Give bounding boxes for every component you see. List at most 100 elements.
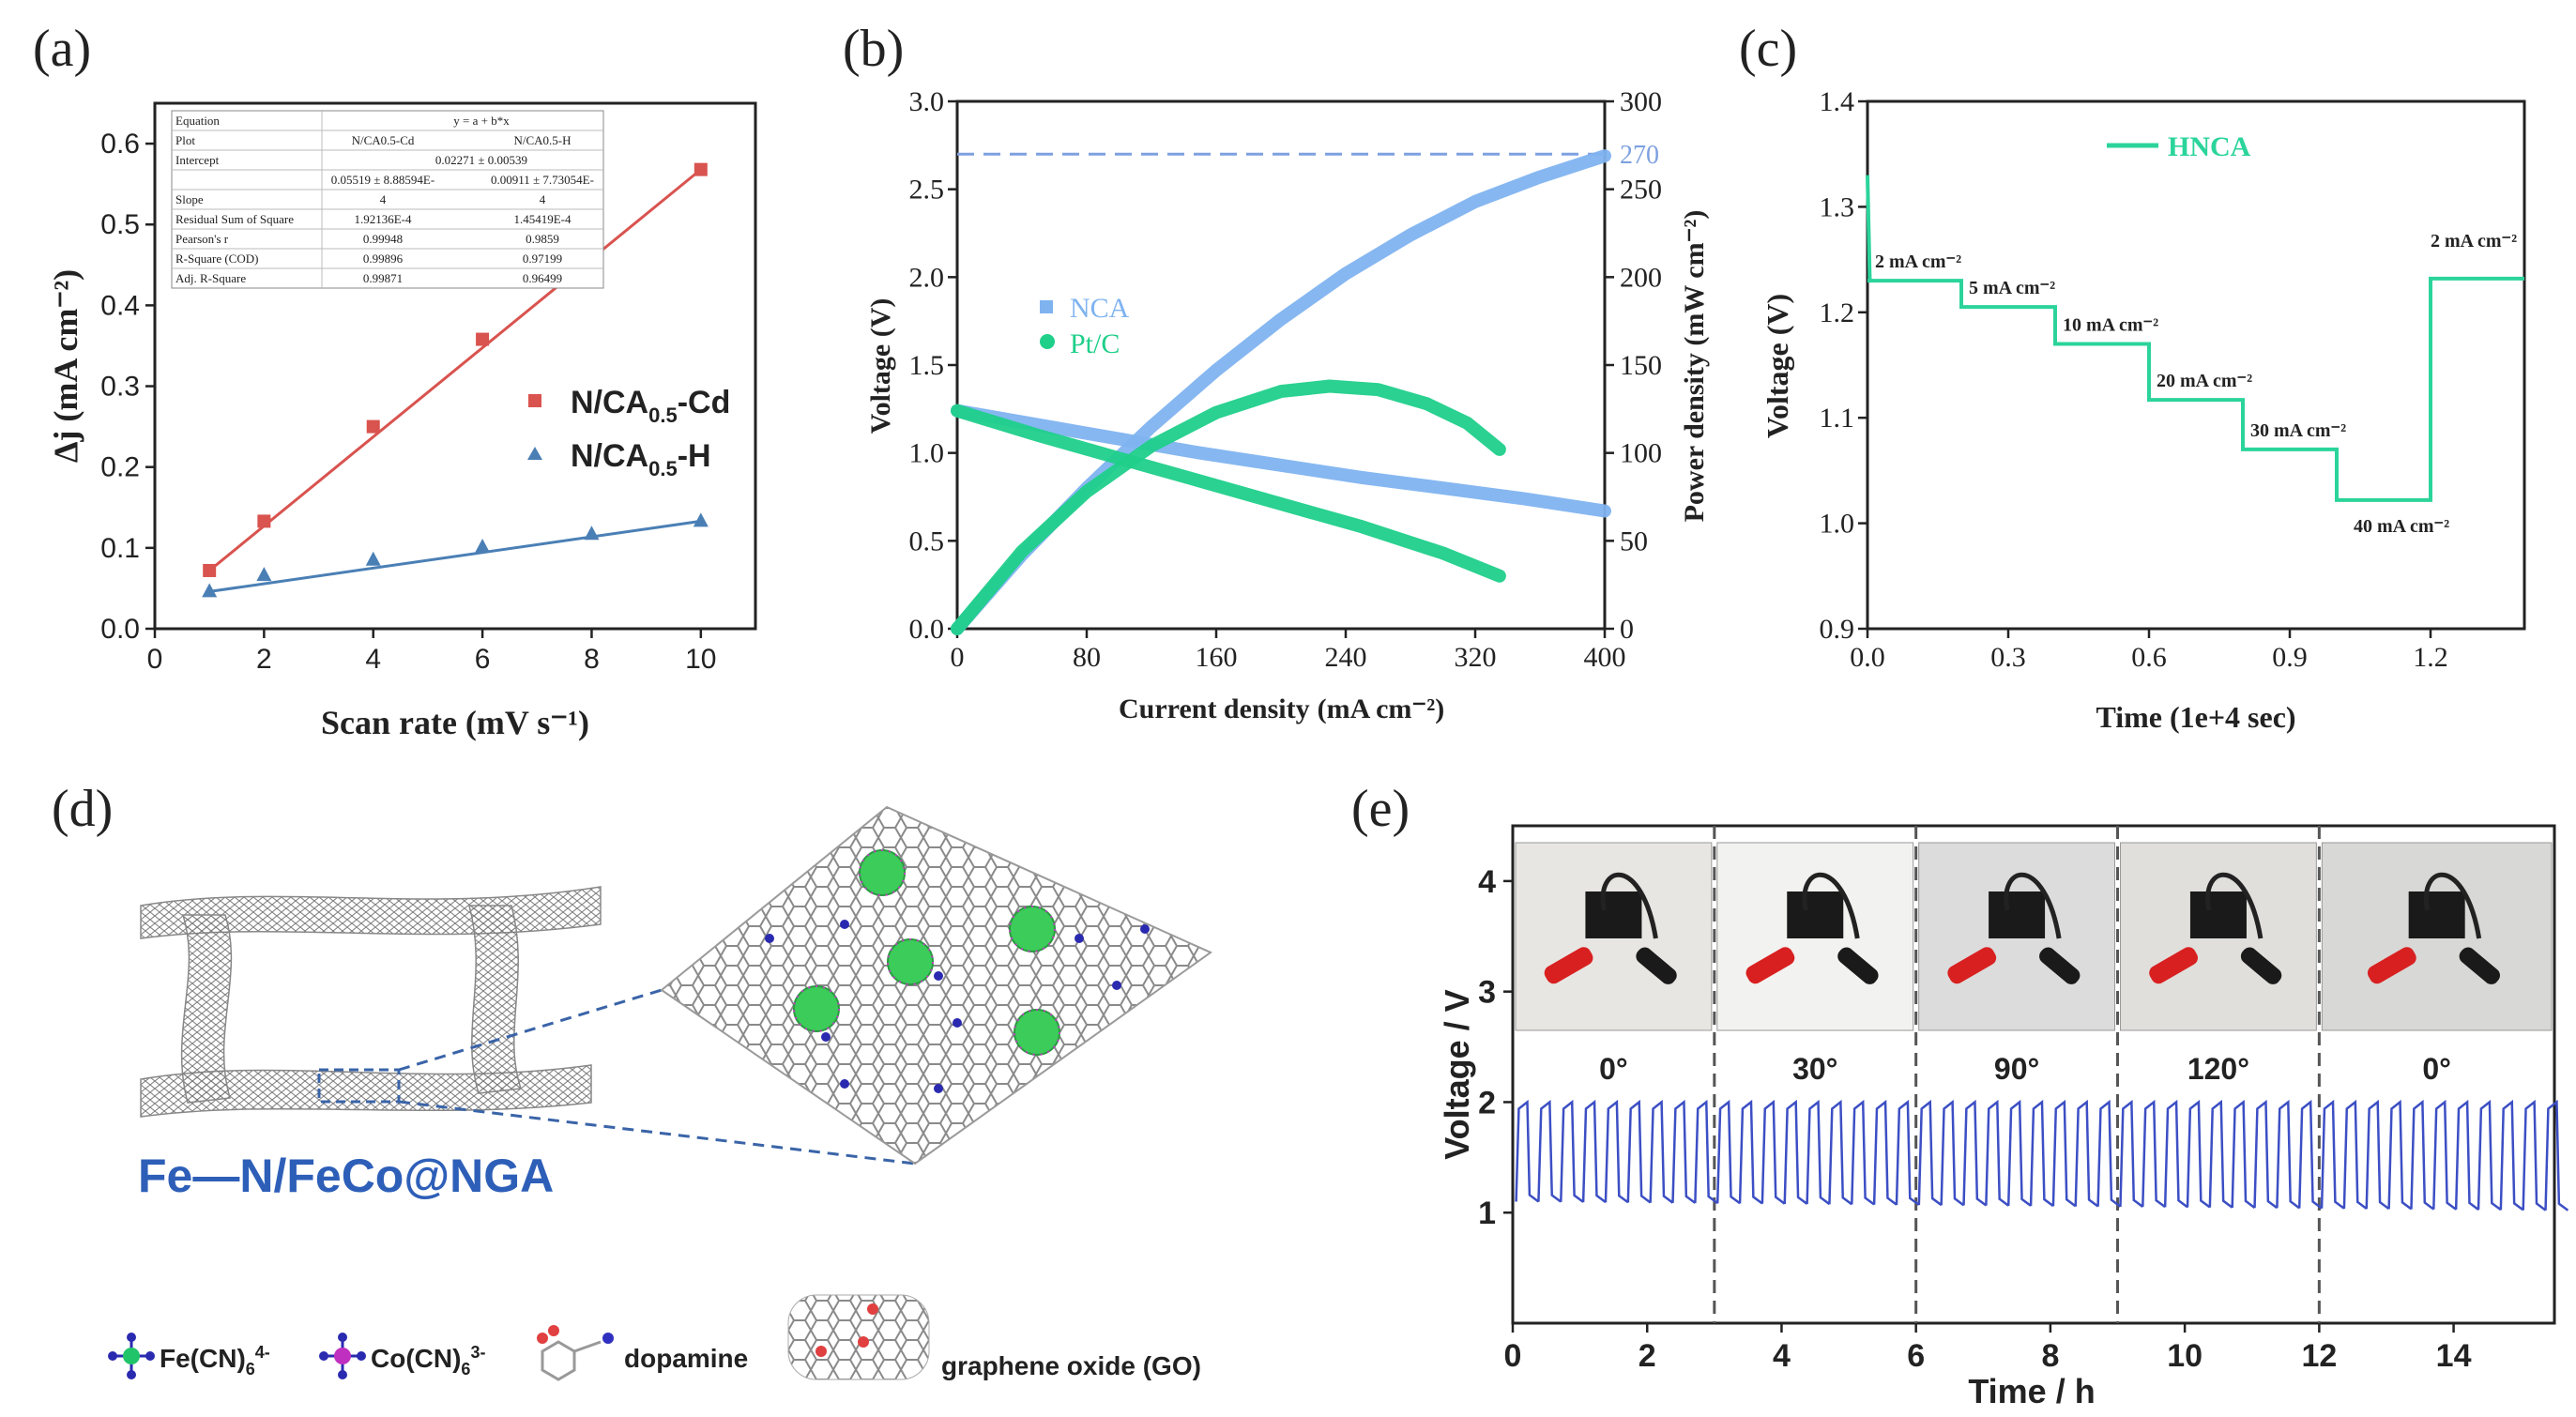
- fit-table-cell: Equation: [175, 114, 220, 128]
- hnca-curve: [1866, 175, 2524, 502]
- data-point: [584, 526, 600, 541]
- chart-a-xtick-label: 2: [256, 644, 272, 675]
- chart-c-ylabel: Voltage (V): [1761, 294, 1794, 438]
- battery-body: [2189, 891, 2247, 938]
- chart-b-legend: NCA Pt/C: [1040, 293, 1130, 359]
- fit-table-cell: Intercept: [175, 153, 220, 167]
- black-clip-icon: [2459, 947, 2500, 984]
- chart-b-y2label: Power density (mW cm⁻²): [1679, 210, 1710, 523]
- fit-table-cell: 1.45419E-4: [513, 212, 572, 226]
- chart-a-xtick-label: 6: [475, 644, 491, 675]
- panel-label-b: (b): [843, 20, 904, 78]
- chart-e-ytick-label: 4: [1478, 864, 1496, 900]
- n-dopant: [1112, 981, 1121, 990]
- chart-e-xtick-label: 4: [1773, 1338, 1791, 1374]
- fit-line-0: [208, 168, 702, 572]
- data-point: [203, 563, 217, 577]
- schematic-d: Fe—N/FeCo@NGA Fe(CN)64- Co(CN)63-: [108, 805, 1212, 1381]
- legend-label-nca: NCA: [1070, 293, 1130, 324]
- step-label: 10 mA cm⁻²: [2063, 315, 2158, 336]
- n-dopant: [934, 1084, 943, 1093]
- chart-e-xtick-label: 8: [2041, 1338, 2059, 1374]
- aerogel-frame: [140, 886, 602, 1118]
- fit-table-cell: 0.9859: [526, 232, 559, 246]
- fit-table-cell: 1.92136E-4: [354, 212, 412, 226]
- chart-c-legend: HNCA: [2107, 131, 2251, 162]
- chart-b-xtick-label: 80: [1073, 642, 1101, 673]
- chart-b-ytick-label: 1.0: [909, 438, 945, 469]
- cobalticyanide-icon: [319, 1333, 366, 1379]
- chart-c-xtick-label: 1.2: [2413, 642, 2448, 673]
- panel-label-e: (e): [1351, 780, 1410, 838]
- chart-a-xtick-label: 0: [147, 644, 163, 675]
- chart-b-y2tick-label: 200: [1620, 262, 1662, 293]
- chart-b-y2tick-label: 50: [1620, 526, 1648, 556]
- panel-label-c: (c): [1739, 20, 1797, 78]
- fit-table-cell: 0.99871: [363, 271, 403, 285]
- data-point: [202, 583, 218, 598]
- chart-e-xtick-label: 2: [1639, 1338, 1656, 1374]
- chart-a: 0 2 4 6 8 10 0.0 0.1 0.2 0.3 0.4 0.5 0.6 Equation y =…: [47, 101, 757, 741]
- legend-dopamine: dopamine: [624, 1344, 748, 1373]
- data-point: [257, 514, 271, 528]
- step-label: 2 mA cm⁻²: [2431, 231, 2517, 251]
- chart-b-y2tick-label: 100: [1620, 438, 1662, 469]
- cycling-curve: [1515, 1099, 2569, 1211]
- red-clip-icon: [2149, 947, 2198, 984]
- fit-table-cell: 0.02271 ± 0.00539: [435, 153, 527, 167]
- chart-e-ylabel: Voltage / V: [1438, 989, 1476, 1159]
- n-dopant: [1075, 934, 1084, 943]
- chart-a-ytick-label: 0.4: [100, 290, 140, 321]
- panel-label-a: (a): [33, 20, 91, 78]
- chart-c-ytick-label: 1.2: [1820, 297, 1855, 328]
- legend-marker-cd: [528, 394, 541, 407]
- chart-e-xtick-label: 12: [2301, 1338, 2337, 1374]
- series-Pt/C-polarization: [951, 404, 1506, 583]
- fit-table-cell: Adj. R-Square: [175, 271, 246, 285]
- chart-c-ytick-label: 1.4: [1820, 86, 1855, 117]
- red-clip-icon: [1745, 947, 1795, 984]
- dopamine-icon: [537, 1325, 614, 1381]
- zoom-line-bottom: [398, 1100, 916, 1166]
- chart-b-ylabel: Voltage (V): [865, 298, 896, 434]
- zoom-box: [317, 1068, 401, 1104]
- n-dopant: [821, 1032, 831, 1042]
- panel-label-d: (d): [52, 780, 113, 838]
- chart-a-ytick-label: 0.2: [100, 452, 140, 483]
- black-clip-icon: [2039, 947, 2081, 984]
- battery-body: [1989, 891, 2046, 938]
- battery-body: [2408, 891, 2465, 938]
- chart-b: 0 80 160 240 320 400 0.0 0.5 1.0 1.5 2.0 2.5 3.0 0 50 1…: [865, 86, 1710, 724]
- chart-e-xtick-label: 6: [1907, 1338, 1925, 1374]
- bend-angle-label: 30°: [1792, 1052, 1837, 1086]
- fit-table-cell: N/CA0.5-H: [513, 133, 571, 147]
- fit-table-cell: 0.99948: [363, 232, 403, 246]
- black-clip-icon: [2240, 947, 2282, 984]
- chart-a-xtick-label: 4: [365, 644, 381, 675]
- fit-table-cell: Residual Sum of Square: [175, 212, 294, 226]
- data-point: [475, 538, 491, 553]
- chart-e-ytick-label: 2: [1478, 1085, 1496, 1120]
- fit-table-cell: y = a + b*x: [453, 114, 510, 128]
- chart-b-xtick-label: 160: [1196, 642, 1238, 673]
- chart-b-xtick-label: 400: [1584, 642, 1626, 673]
- fit-table-frame: [171, 110, 604, 289]
- n-dopant: [840, 1079, 849, 1089]
- legend-marker-h: [527, 447, 542, 460]
- bend-angle-label: 0°: [1599, 1052, 1628, 1086]
- chart-c-xtick-label: 0.3: [1990, 642, 2026, 673]
- chart-c-xtick-label: 0.6: [2131, 642, 2167, 673]
- fit-line-1: [208, 519, 702, 593]
- chart-e-xtick-label: 10: [2167, 1338, 2203, 1374]
- bend-angle-label: 0°: [2422, 1052, 2451, 1086]
- chart-a-frame: [153, 101, 757, 631]
- chart-e-xtick-label: 14: [2436, 1338, 2472, 1374]
- red-clip-icon: [1544, 947, 1593, 984]
- chart-b-xtick-label: 320: [1455, 642, 1497, 673]
- series-NCA-polarization: [951, 404, 1611, 518]
- ferricyanide-icon: [108, 1333, 155, 1379]
- legend-marker-ptc: [1040, 334, 1055, 349]
- fit-table-cell: 0.97199: [523, 251, 562, 266]
